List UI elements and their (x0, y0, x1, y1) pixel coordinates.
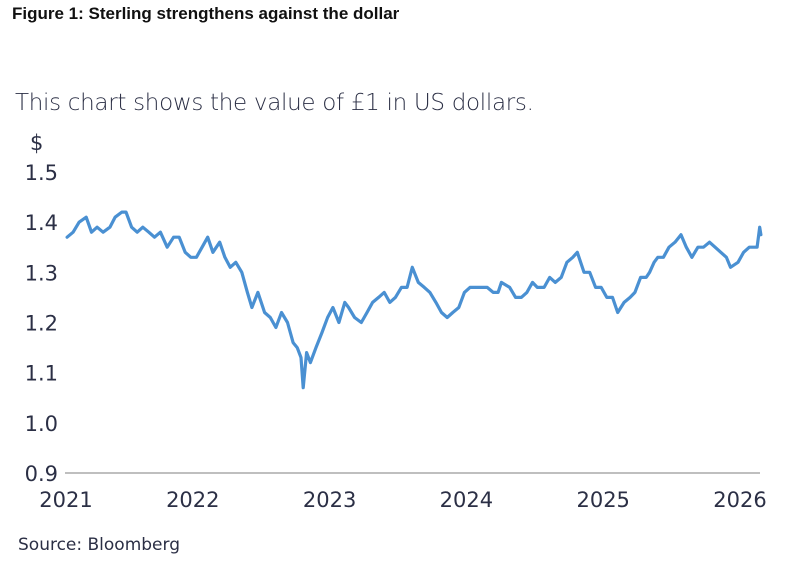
y-tick-label: 1.5 (25, 161, 58, 185)
source-note: Source: Bloomberg (18, 535, 180, 555)
y-tick-label: 1.4 (25, 211, 58, 235)
x-tick-label: 2023 (303, 488, 356, 512)
x-tick-label: 2026 (713, 488, 766, 512)
series-line (65, 210, 763, 390)
chart-subtitle: This chart shows the value of £1 in US d… (15, 90, 534, 116)
y-tick-label: 1.3 (25, 261, 58, 285)
y-tick-label: 1.0 (25, 412, 58, 436)
y-tick-label: 1.2 (25, 312, 58, 336)
y-axis-unit-label: $ (30, 131, 43, 155)
x-tick-label: 2021 (39, 488, 92, 512)
x-tick-label: 2025 (576, 488, 629, 512)
x-tick-label: 2022 (166, 488, 219, 512)
y-tick-label: 0.9 (25, 462, 58, 486)
y-tick-label: 1.1 (25, 362, 58, 386)
chart-title: Figure 1: Sterling strengthens against t… (12, 4, 400, 23)
x-tick-label: 2024 (440, 488, 493, 512)
